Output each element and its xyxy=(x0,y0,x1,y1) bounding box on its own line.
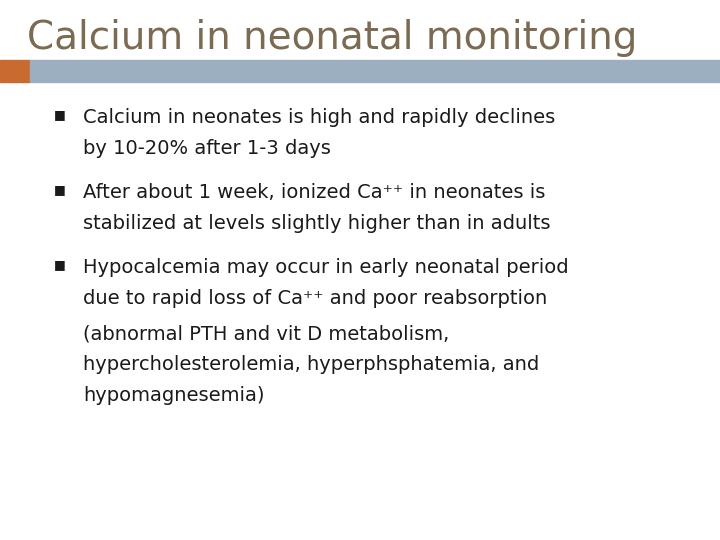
Bar xyxy=(0,60,30,82)
Text: hypomagnesemia): hypomagnesemia) xyxy=(83,386,264,404)
Text: ■: ■ xyxy=(54,108,66,121)
Text: hypercholesterolemia, hyperphsphatemia, and: hypercholesterolemia, hyperphsphatemia, … xyxy=(83,355,539,374)
Text: (abnormal PTH and vit D metabolism,: (abnormal PTH and vit D metabolism, xyxy=(83,324,449,343)
Text: by 10-20% after 1-3 days: by 10-20% after 1-3 days xyxy=(83,139,330,158)
Text: due to rapid loss of Ca⁺⁺ and poor reabsorption: due to rapid loss of Ca⁺⁺ and poor reabs… xyxy=(83,289,547,308)
Text: Calcium in neonates is high and rapidly declines: Calcium in neonates is high and rapidly … xyxy=(83,108,555,127)
Text: Hypocalcemia may occur in early neonatal period: Hypocalcemia may occur in early neonatal… xyxy=(83,258,568,277)
Text: stabilized at levels slightly higher than in adults: stabilized at levels slightly higher tha… xyxy=(83,214,550,233)
Text: Calcium in neonatal monitoring: Calcium in neonatal monitoring xyxy=(27,19,638,57)
Text: ■: ■ xyxy=(54,183,66,196)
Text: After about 1 week, ionized Ca⁺⁺ in neonates is: After about 1 week, ionized Ca⁺⁺ in neon… xyxy=(83,183,545,202)
Bar xyxy=(30,60,720,82)
Text: ■: ■ xyxy=(54,258,66,271)
